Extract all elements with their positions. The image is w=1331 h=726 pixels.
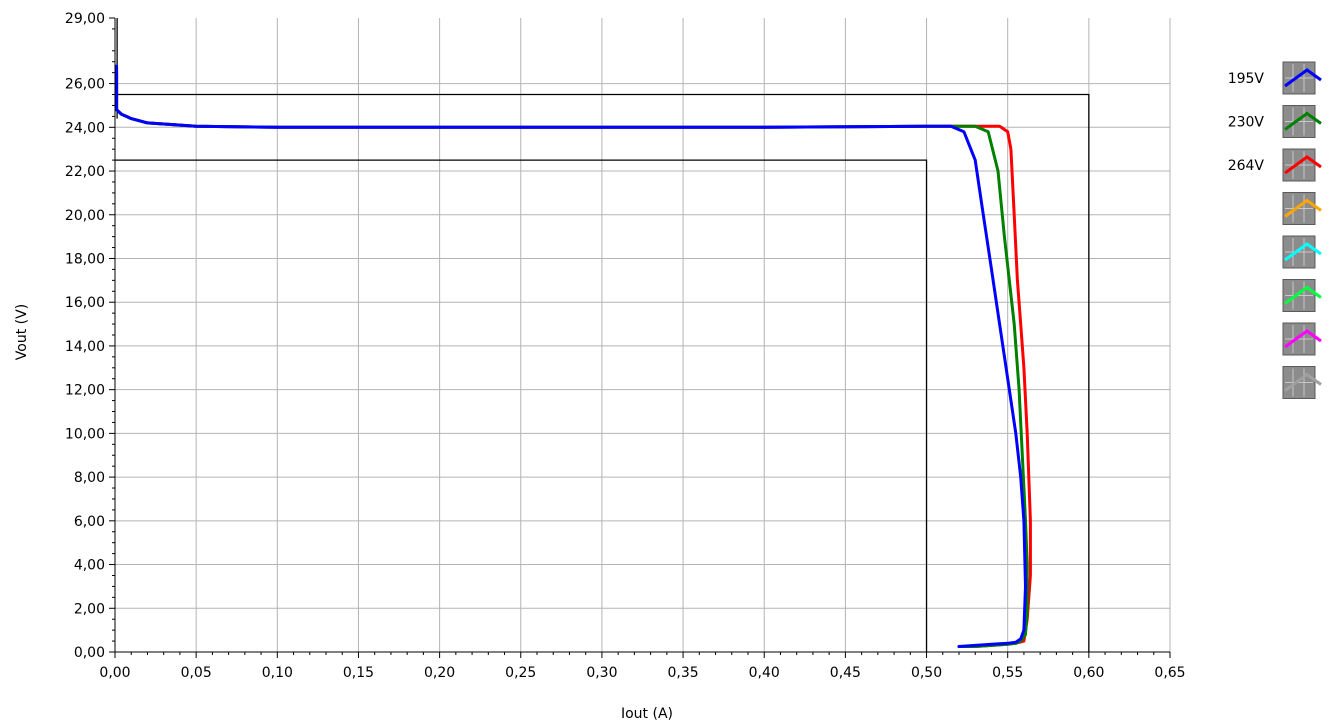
x-tick-label: 0,65	[1154, 665, 1185, 681]
plot-line-icon[interactable]	[1282, 235, 1322, 269]
y-tick-label: 6,00	[74, 514, 105, 530]
x-tick-label: 0,20	[424, 665, 455, 681]
x-tick-label: 0,25	[505, 665, 536, 681]
x-tick-label: 0,00	[99, 665, 130, 681]
y-tick-label: 26,00	[65, 77, 105, 93]
legend-label: 264V	[1228, 158, 1265, 174]
x-tick-label: 0,15	[343, 665, 374, 681]
limit-line	[115, 93, 1090, 652]
y-tick-labels: 0,00 2,00 4,00 6,00 8,00 10,00 12,00 14,00 16,00…	[65, 11, 105, 661]
legend-entry[interactable]	[1282, 235, 1322, 269]
x-tick-label: 0,50	[911, 665, 942, 681]
y-tick-label: 0,00	[74, 645, 105, 661]
y-axis-title: Vout (V)	[14, 304, 30, 360]
y-tick-label: 29,00	[65, 11, 105, 27]
legend-entry[interactable]	[1282, 366, 1322, 399]
y-tick-label: 22,00	[65, 164, 105, 180]
y-tick-label: 12,00	[65, 383, 105, 399]
legend-entry[interactable]	[1282, 322, 1322, 356]
grid	[115, 18, 1171, 652]
plot-line-icon[interactable]	[1282, 61, 1322, 95]
x-tick-labels: 0,00 0,05 0,10 0,15 0,20 0,25 0,30 0,35 0,40 0,45…	[99, 665, 1185, 681]
plot-line-icon[interactable]	[1282, 366, 1322, 399]
series-line-230V	[115, 82, 1029, 648]
plot-line-icon[interactable]	[1282, 105, 1322, 138]
y-tick-label: 4,00	[74, 558, 105, 574]
y-tick-label: 20,00	[65, 208, 105, 224]
legend-entry[interactable]: 195V	[1228, 61, 1322, 95]
minor-ticks	[112, 28, 1155, 655]
axes	[109, 17, 1171, 658]
x-tick-label: 0,30	[586, 665, 617, 681]
legend: 195V 230V 264V	[1228, 61, 1322, 399]
x-tick-label: 0,05	[181, 665, 212, 681]
legend-entry[interactable]: 264V	[1228, 148, 1322, 182]
legend-label: 195V	[1228, 71, 1265, 87]
x-tick-label: 0,40	[749, 665, 780, 681]
plot-line-icon[interactable]	[1282, 322, 1322, 356]
legend-entry[interactable]: 230V	[1228, 105, 1322, 138]
x-tick-label: 0,10	[262, 665, 293, 681]
series-group	[115, 64, 1032, 648]
y-tick-label: 8,00	[74, 470, 105, 486]
x-tick-label: 0,55	[992, 665, 1023, 681]
x-tick-label: 0,45	[830, 665, 861, 681]
series-line-264V	[115, 71, 1032, 648]
y-tick-label: 14,00	[65, 339, 105, 355]
y-tick-label: 2,00	[74, 601, 105, 617]
plot-line-icon[interactable]	[1282, 148, 1322, 182]
y-tick-label: 18,00	[65, 251, 105, 267]
y-tick-label: 10,00	[65, 426, 105, 442]
x-tick-label: 0,60	[1073, 665, 1104, 681]
limit-line	[115, 159, 928, 652]
x-axis-title: Iout (A)	[621, 706, 673, 722]
plot-line-icon[interactable]	[1282, 279, 1322, 312]
y-tick-label: 24,00	[65, 120, 105, 136]
legend-entry[interactable]	[1282, 279, 1322, 312]
series-line-195V	[115, 64, 1027, 648]
plot-line-icon[interactable]	[1282, 192, 1322, 225]
legend-entry[interactable]	[1282, 192, 1322, 225]
x-tick-label: 0,35	[667, 665, 698, 681]
y-tick-label: 16,00	[65, 295, 105, 311]
legend-label: 230V	[1228, 115, 1265, 131]
